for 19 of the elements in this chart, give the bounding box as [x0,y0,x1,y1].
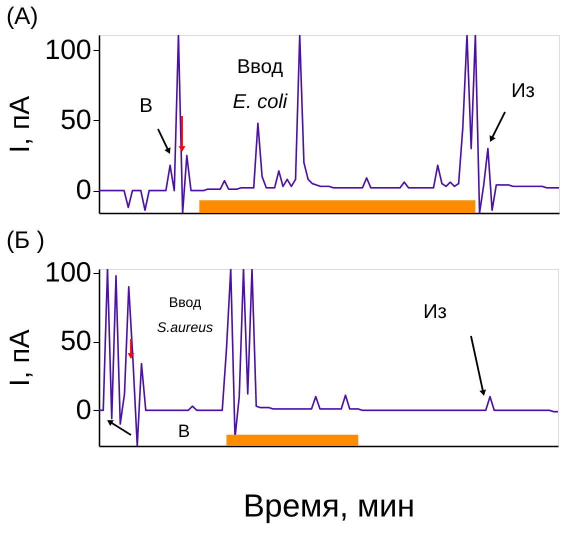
y-tick-label: 50 [60,104,92,135]
annotation: Из [511,80,535,102]
annotation: Ввод S.aureus [156,294,214,335]
chart-title: (Б ) [6,227,45,254]
annotation: Ввод E. coli [232,56,288,113]
y-tick-label: 0 [76,394,92,425]
y-axis-title: I, пА [4,329,35,387]
annotation: Из [423,301,447,323]
y-tick-label: 100 [44,256,92,288]
line-series [99,269,558,446]
x-axis-title: Время, мин [243,488,415,524]
annotation: В [178,421,190,441]
y-axis-title: I, пА [4,96,35,154]
line-series [99,35,559,213]
y-tick-label: 50 [60,325,92,356]
y-tick-label: 0 [76,174,92,206]
annotation: В [139,95,153,117]
chart-title: (A) [6,3,38,30]
y-tick-label: 100 [44,34,92,65]
